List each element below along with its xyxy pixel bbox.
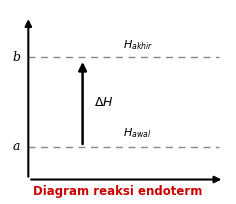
Text: $H_{awal}$: $H_{awal}$: [123, 126, 151, 140]
Text: Diagram reaksi endoterm: Diagram reaksi endoterm: [33, 185, 203, 198]
Text: a: a: [13, 140, 20, 153]
Text: $H_{akhir}$: $H_{akhir}$: [123, 38, 153, 52]
Text: b: b: [13, 51, 21, 64]
Text: $\Delta H$: $\Delta H$: [94, 95, 114, 109]
